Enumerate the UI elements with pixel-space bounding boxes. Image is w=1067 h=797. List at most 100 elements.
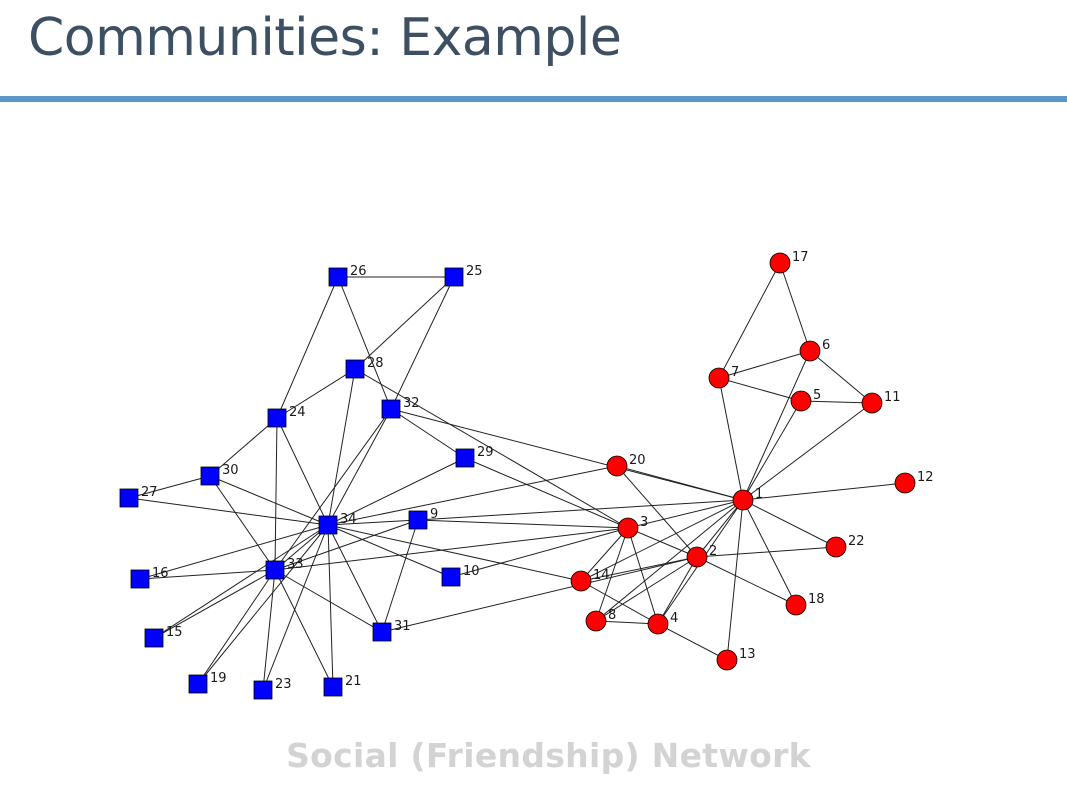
edge-1-6 — [742, 350, 811, 501]
node-25: 25 — [444, 264, 483, 287]
edge-15-33 — [153, 569, 276, 639]
edge-24-34 — [276, 417, 329, 526]
node-label: 14 — [593, 568, 610, 583]
square-node-marker — [408, 510, 428, 530]
edge-24-26 — [276, 276, 339, 419]
edge-16-34 — [139, 524, 329, 580]
circle-node-marker — [861, 392, 883, 414]
circle-node-marker — [785, 594, 807, 616]
square-node-marker — [119, 488, 139, 508]
node-26: 26 — [328, 264, 367, 287]
edge-1-18 — [742, 499, 797, 606]
edge-4-14 — [580, 580, 659, 625]
edge-2-18 — [696, 556, 797, 606]
node-label: 32 — [403, 396, 420, 411]
node-18: 18 — [785, 592, 825, 616]
node-label: 24 — [289, 405, 306, 420]
edge-14-34 — [327, 524, 582, 582]
edge-10-34 — [327, 524, 452, 578]
node-label: 15 — [166, 625, 183, 640]
node-label: 1 — [755, 487, 763, 502]
edge-6-11 — [809, 350, 873, 404]
node-label: 34 — [340, 512, 357, 527]
edge-27-34 — [128, 497, 329, 526]
node-14: 14 — [570, 568, 610, 592]
circle-node-marker — [686, 546, 708, 568]
square-node-marker — [345, 359, 365, 379]
edge-30-34 — [209, 475, 329, 526]
square-node-marker — [267, 408, 287, 428]
node-label: 33 — [287, 557, 304, 572]
edge-31-33 — [274, 569, 383, 633]
edge-31-34 — [327, 524, 383, 633]
edge-9-31 — [381, 519, 419, 633]
node-label: 9 — [430, 507, 438, 522]
node-label: 6 — [822, 338, 830, 353]
node-33: 33 — [265, 557, 304, 580]
node-32: 32 — [381, 396, 420, 419]
edge-5-7 — [718, 377, 802, 402]
edge-21-33 — [274, 569, 334, 688]
node-6: 6 — [799, 338, 830, 362]
node-16: 16 — [130, 566, 169, 589]
node-label: 2 — [709, 544, 717, 559]
node-20: 20 — [606, 453, 646, 477]
edge-6-7 — [718, 350, 811, 379]
node-5: 5 — [790, 388, 821, 412]
edge-23-33 — [262, 569, 276, 691]
node-label: 30 — [222, 463, 239, 478]
edge-32-33 — [274, 408, 392, 571]
edge-3-33 — [274, 527, 629, 571]
node-label: 16 — [152, 566, 169, 581]
title-divider — [0, 96, 1067, 102]
node-label: 31 — [394, 619, 411, 634]
edge-21-34 — [327, 524, 334, 688]
edge-1-8 — [595, 499, 744, 622]
square-node-marker — [444, 267, 464, 287]
node-label: 7 — [731, 365, 739, 380]
network-edges — [128, 262, 906, 691]
edge-6-17 — [779, 262, 811, 352]
square-node-marker — [130, 569, 150, 589]
circle-node-marker — [585, 610, 607, 632]
node-23: 23 — [253, 677, 292, 700]
edge-32-34 — [327, 408, 392, 526]
edge-1-13 — [726, 499, 744, 661]
edge-29-32 — [390, 408, 466, 459]
node-21: 21 — [323, 674, 362, 697]
node-label: 17 — [792, 250, 809, 265]
square-node-marker — [253, 680, 273, 700]
square-node-marker — [455, 448, 475, 468]
edge-2-4 — [657, 556, 698, 625]
node-28: 28 — [345, 356, 384, 379]
square-node-marker — [200, 466, 220, 486]
square-node-marker — [188, 674, 208, 694]
edge-19-33 — [197, 569, 276, 685]
circle-node-marker — [799, 340, 821, 362]
square-node-marker — [323, 677, 343, 697]
circle-node-marker — [769, 252, 791, 274]
edge-2-20 — [616, 465, 698, 558]
edge-24-30 — [209, 417, 278, 477]
node-1: 1 — [732, 487, 763, 511]
node-label: 13 — [739, 647, 756, 662]
edge-15-34 — [153, 524, 329, 639]
edge-2-14 — [580, 556, 698, 582]
edge-30-33 — [209, 475, 276, 571]
node-label: 3 — [640, 515, 648, 530]
node-34: 34 — [318, 512, 357, 535]
edge-3-9 — [417, 519, 629, 529]
node-label: 18 — [808, 592, 825, 607]
edge-1-32 — [390, 408, 744, 501]
node-label: 12 — [917, 470, 934, 485]
edge-20-34 — [327, 465, 618, 526]
edge-1-22 — [742, 499, 837, 548]
circle-node-marker — [825, 536, 847, 558]
edge-9-34 — [327, 519, 419, 526]
circle-node-marker — [732, 489, 754, 511]
edge-24-28 — [276, 368, 356, 419]
edge-2-22 — [696, 546, 837, 558]
circle-node-marker — [606, 455, 628, 477]
node-label: 28 — [367, 356, 384, 371]
circle-node-marker — [716, 649, 738, 671]
